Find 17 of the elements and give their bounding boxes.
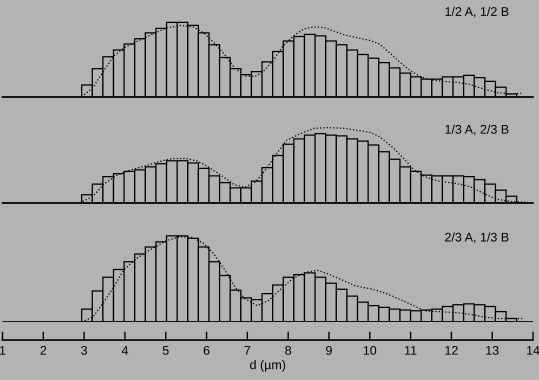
- x-tick-label: 12: [445, 346, 458, 355]
- x-tick-label: 4: [122, 346, 128, 355]
- x-tick-label: 1: [0, 346, 6, 355]
- x-tick-label: 9: [326, 346, 332, 355]
- x-tick-label: 6: [204, 346, 210, 355]
- x-tick-label: 5: [162, 346, 169, 355]
- x-tick-label: 10: [364, 346, 376, 355]
- x-tick-label: 13: [486, 346, 499, 355]
- x-axis-title: d (µm): [250, 360, 286, 372]
- x-tick-label: 11: [405, 346, 416, 355]
- annotation: 2/3 A, 1/3 B: [445, 232, 508, 244]
- annotation: 1/3 A, 2/3 B: [445, 124, 508, 136]
- text: 1/2 A, 1/2 B: [445, 6, 508, 18]
- x-tick-label: 2: [40, 346, 46, 355]
- x-tick-label: 8: [285, 346, 292, 355]
- x-tick-label: 3: [81, 346, 88, 355]
- x-tick-label: 7: [244, 346, 250, 355]
